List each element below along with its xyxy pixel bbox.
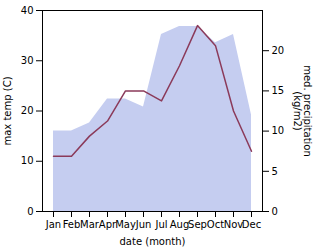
svg-text:Sep: Sep — [188, 219, 207, 230]
svg-text:20: 20 — [21, 105, 34, 116]
svg-text:0: 0 — [272, 206, 278, 217]
svg-text:10: 10 — [21, 155, 34, 166]
svg-text:Aug: Aug — [170, 219, 190, 230]
svg-text:Apr: Apr — [98, 218, 117, 230]
svg-text:Dec: Dec — [242, 219, 261, 230]
svg-text:Mar: Mar — [80, 219, 100, 230]
svg-text:Jun: Jun — [135, 219, 152, 230]
svg-text:0: 0 — [27, 206, 33, 217]
svg-text:10: 10 — [272, 125, 285, 136]
svg-text:15: 15 — [272, 85, 285, 96]
svg-text:30: 30 — [21, 55, 34, 66]
svg-text:max temp (C): max temp (C) — [2, 76, 13, 145]
svg-text:5: 5 — [272, 166, 278, 177]
svg-text:date (month): date (month) — [120, 236, 186, 247]
svg-text:Jan: Jan — [45, 219, 61, 230]
svg-text:40: 40 — [21, 5, 34, 16]
svg-text:Feb: Feb — [63, 219, 81, 230]
svg-text:Jul: Jul — [154, 219, 167, 230]
svg-text:Nov: Nov — [224, 219, 244, 230]
svg-text:med. precipitation(kg/m2): med. precipitation(kg/m2) — [292, 65, 313, 157]
svg-text:20: 20 — [272, 45, 285, 56]
svg-text:Oct: Oct — [207, 219, 224, 230]
svg-text:May: May — [115, 219, 136, 230]
